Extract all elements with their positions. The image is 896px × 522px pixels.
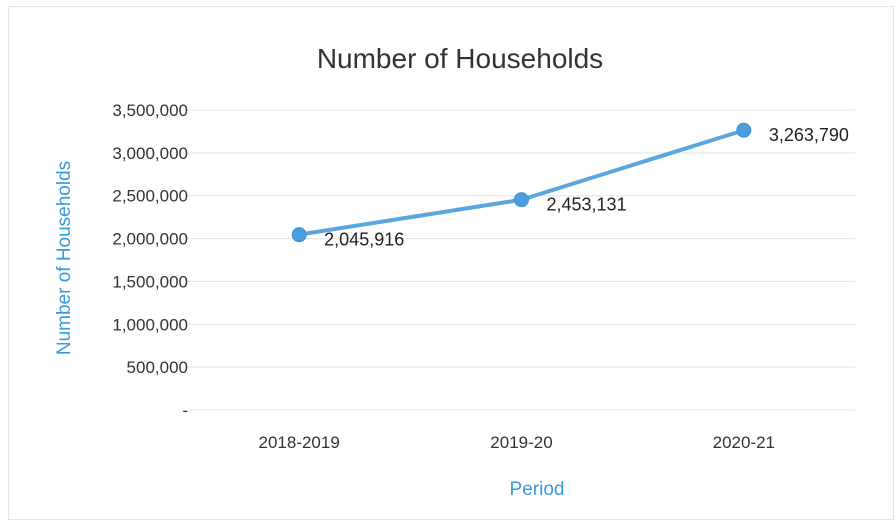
y-tick-label: 500,000 [127,358,188,377]
y-axis-title: Number of Households [54,161,75,355]
data-label: 2,045,916 [324,230,404,250]
y-axis-ticks: - 500,000 1,000,000 1,500,000 2,000,000 2,500… [112,101,188,420]
y-tick-label: 3,500,000 [112,101,188,120]
series-line [297,128,746,237]
x-axis-title: Period [510,479,565,500]
data-point [291,227,307,243]
x-tick-label: 2019-20 [490,433,552,452]
data-point [514,192,529,208]
y-tick-label: - [182,401,188,420]
x-tick-label: 2018-2019 [259,433,340,452]
data-point [736,122,752,138]
y-tick-label: 1,000,000 [112,315,188,334]
chart-frame [8,6,894,520]
y-tick-label: 1,500,000 [112,272,188,291]
chart-title: Number of Households [317,43,603,74]
data-labels: 2,045,916 2,453,131 3,263,790 [324,125,849,249]
data-label: 3,263,790 [769,125,849,145]
data-label: 2,453,131 [547,195,627,215]
y-tick-label: 3,000,000 [112,144,188,163]
y-tick-label: 2,500,000 [112,187,188,206]
y-tick-label: 2,000,000 [112,230,188,249]
gridlines [188,109,855,411]
series-layer [291,122,752,243]
x-tick-label: 2020-21 [713,433,775,452]
x-axis-ticks: 2018-2019 2019-20 2020-21 [259,433,776,452]
